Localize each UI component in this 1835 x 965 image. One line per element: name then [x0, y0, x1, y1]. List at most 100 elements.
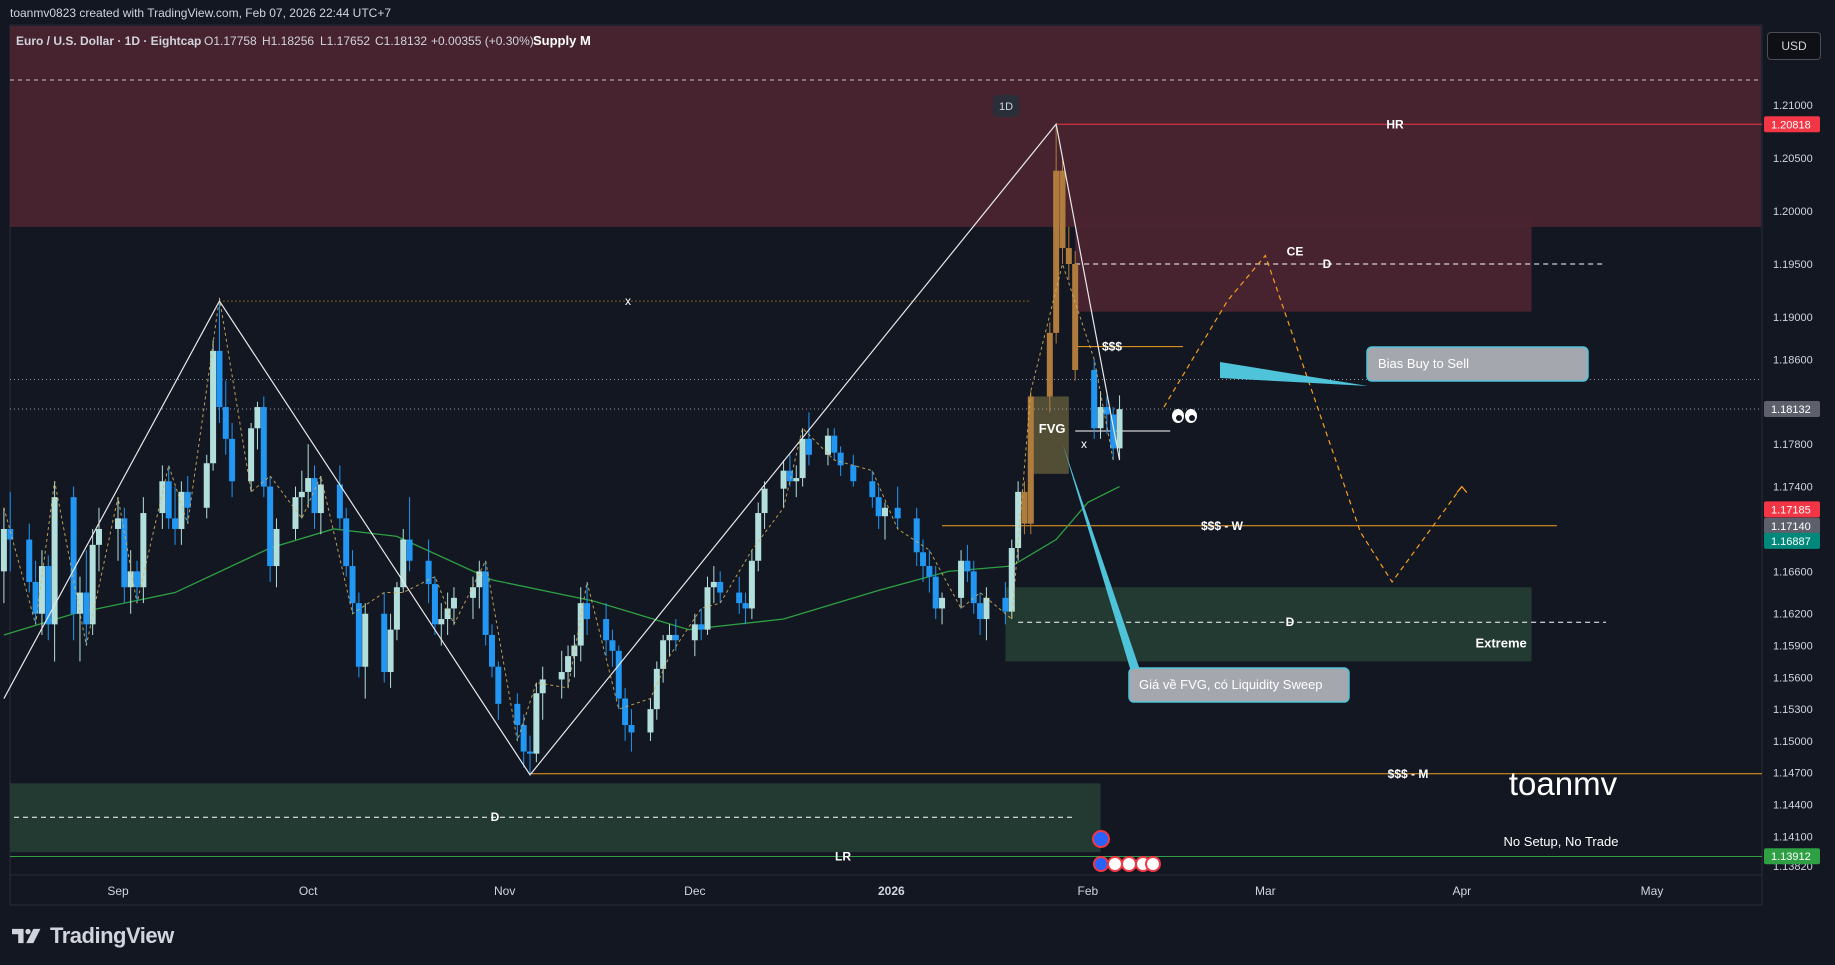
candle[interactable] [305, 444, 312, 508]
candle[interactable] [939, 592, 946, 625]
candle[interactable] [824, 428, 831, 466]
candle[interactable] [387, 613, 394, 688]
candle[interactable] [349, 550, 356, 614]
candle[interactable] [216, 297, 223, 423]
candle[interactable] [45, 555, 52, 641]
candle[interactable] [476, 560, 483, 609]
candle[interactable] [38, 550, 45, 635]
candle[interactable] [76, 576, 83, 662]
candle[interactable] [267, 475, 274, 582]
candle[interactable] [926, 550, 933, 593]
candle[interactable] [178, 481, 185, 545]
currency-button[interactable]: USD [1767, 32, 1821, 60]
candle[interactable] [875, 486, 882, 529]
candle[interactable] [203, 454, 210, 519]
candle[interactable] [159, 465, 166, 529]
candle[interactable] [115, 497, 121, 561]
candle[interactable] [558, 650, 565, 699]
candle[interactable] [317, 475, 324, 535]
candle[interactable] [793, 465, 800, 498]
candles-layer[interactable] [0, 124, 1123, 775]
candle[interactable] [983, 587, 990, 641]
candle[interactable] [660, 634, 667, 683]
candle[interactable] [850, 454, 857, 487]
candle[interactable] [1072, 251, 1079, 381]
candle[interactable] [425, 539, 432, 604]
candle[interactable] [488, 624, 495, 678]
candle[interactable] [628, 709, 635, 752]
candle[interactable] [248, 422, 255, 492]
candle[interactable] [95, 507, 102, 572]
candle[interactable] [260, 396, 267, 498]
candle[interactable] [958, 550, 965, 609]
candle[interactable] [653, 661, 660, 720]
candle[interactable] [736, 576, 743, 614]
candle[interactable] [882, 502, 888, 540]
candle[interactable] [121, 507, 128, 604]
candle[interactable] [298, 470, 305, 519]
candle[interactable] [1002, 581, 1009, 625]
candle[interactable] [222, 380, 229, 455]
candle[interactable] [704, 576, 711, 635]
candle[interactable] [520, 714, 527, 768]
candle[interactable] [134, 560, 141, 604]
candle[interactable] [837, 446, 844, 476]
candle[interactable] [786, 454, 793, 487]
candle[interactable] [469, 576, 476, 620]
candle[interactable] [1116, 395, 1123, 461]
candle[interactable] [622, 687, 629, 741]
candle[interactable] [1008, 539, 1015, 620]
candle[interactable] [964, 544, 971, 582]
candle[interactable] [698, 608, 705, 641]
candle[interactable] [647, 698, 654, 741]
candle[interactable] [1053, 124, 1060, 344]
candle[interactable] [869, 470, 876, 508]
candle[interactable] [343, 507, 350, 577]
candle[interactable] [254, 401, 261, 450]
candle[interactable] [920, 539, 927, 582]
candle[interactable] [527, 735, 534, 775]
candle[interactable] [51, 481, 58, 662]
candle[interactable] [1091, 359, 1098, 439]
candle[interactable] [172, 486, 179, 545]
candle[interactable] [362, 603, 369, 699]
candle[interactable] [1046, 322, 1053, 413]
candle[interactable] [1097, 391, 1104, 439]
candle[interactable] [431, 576, 438, 635]
candle[interactable] [577, 587, 584, 662]
candle[interactable] [609, 629, 616, 667]
candle[interactable] [32, 560, 39, 625]
candle[interactable] [603, 603, 610, 657]
candle[interactable] [165, 465, 172, 529]
candle[interactable] [748, 550, 755, 620]
candle[interactable] [381, 592, 388, 683]
candle[interactable] [70, 486, 77, 641]
candle[interactable] [565, 645, 572, 688]
candle[interactable] [539, 666, 546, 720]
candle[interactable] [1065, 226, 1072, 280]
candle[interactable] [482, 560, 489, 646]
candle[interactable] [780, 460, 787, 508]
candle[interactable] [273, 518, 280, 588]
candle[interactable] [742, 592, 749, 625]
candle[interactable] [894, 486, 901, 529]
candle[interactable] [672, 619, 679, 651]
candle[interactable] [495, 661, 502, 720]
tradingview-brand[interactable]: TradingView [12, 923, 174, 949]
candle[interactable] [932, 566, 939, 620]
candle[interactable] [761, 481, 768, 529]
candle[interactable] [406, 497, 413, 572]
candle[interactable] [83, 550, 90, 646]
candle[interactable] [717, 571, 724, 604]
candle[interactable] [1059, 157, 1066, 264]
candle[interactable] [140, 497, 147, 604]
candle[interactable] [127, 550, 134, 614]
candle[interactable] [1110, 407, 1117, 461]
candle[interactable] [355, 592, 362, 678]
candle[interactable] [1027, 391, 1034, 535]
candle[interactable] [292, 486, 299, 540]
candle[interactable] [805, 412, 812, 466]
candle[interactable] [970, 560, 977, 614]
candle[interactable] [533, 682, 540, 763]
